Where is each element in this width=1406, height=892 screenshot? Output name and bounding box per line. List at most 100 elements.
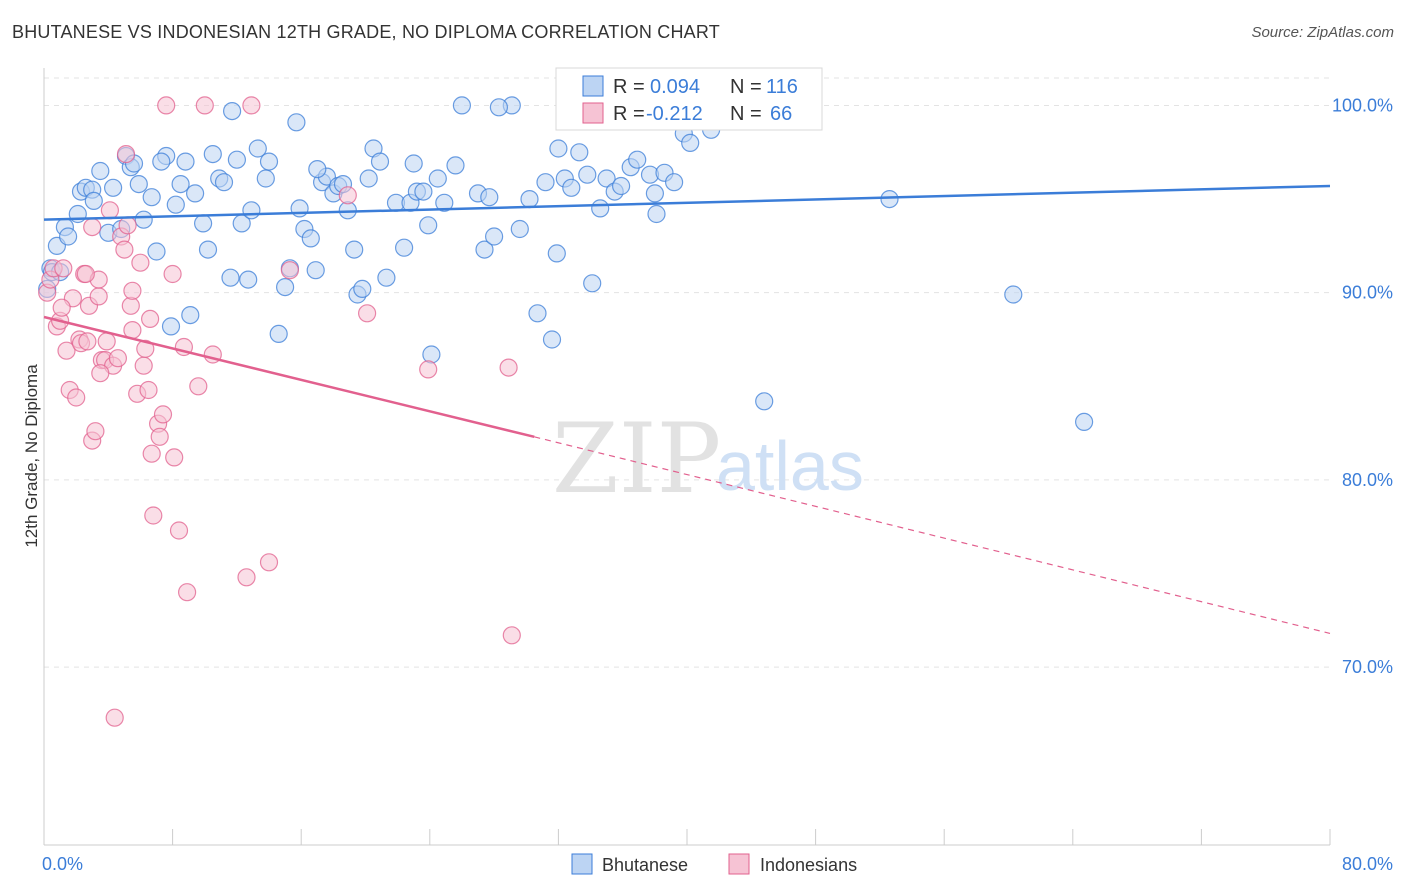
data-point bbox=[163, 264, 182, 284]
legend-n-value-bhutanese: 116 bbox=[766, 76, 798, 98]
legend-n-value-indonesians: 66 bbox=[770, 103, 792, 125]
data-point bbox=[108, 349, 128, 368]
data-point bbox=[134, 356, 153, 375]
data-point bbox=[221, 268, 240, 287]
legend-swatch-bhutanese bbox=[582, 75, 604, 97]
chart-title: BHUTANESE VS INDONESIAN 12TH GRADE, NO D… bbox=[12, 22, 720, 42]
data-point bbox=[591, 199, 610, 218]
data-point bbox=[520, 190, 539, 209]
data-point bbox=[489, 98, 508, 117]
series-indonesians bbox=[38, 96, 521, 727]
data-point bbox=[276, 278, 295, 297]
y-tick-label: 80.0% bbox=[1342, 470, 1393, 490]
data-point bbox=[89, 287, 108, 306]
data-point bbox=[121, 296, 140, 315]
data-point bbox=[142, 444, 161, 463]
data-point bbox=[645, 184, 665, 203]
data-point bbox=[237, 568, 256, 587]
x-tick-label-max: 80.0% bbox=[1342, 854, 1393, 874]
data-point bbox=[129, 175, 148, 194]
data-point bbox=[536, 173, 555, 192]
data-point bbox=[116, 145, 136, 164]
trend-line-indonesians bbox=[43, 315, 535, 439]
data-point bbox=[435, 193, 454, 212]
data-point bbox=[1004, 285, 1023, 304]
x-tick-label-min: 0.0% bbox=[42, 854, 83, 874]
data-point bbox=[428, 169, 447, 188]
data-point bbox=[105, 708, 124, 727]
y-tick-label: 100.0% bbox=[1332, 95, 1393, 115]
data-point bbox=[195, 96, 214, 115]
legend-r-label-bhutanese: R = bbox=[613, 76, 645, 98]
watermark: ZIP atlas bbox=[552, 403, 864, 515]
data-point bbox=[83, 218, 102, 237]
data-point bbox=[422, 345, 441, 364]
data-point bbox=[178, 583, 197, 602]
data-point bbox=[377, 268, 396, 287]
data-point bbox=[549, 139, 568, 158]
data-point bbox=[58, 227, 78, 246]
data-point bbox=[256, 169, 275, 188]
data-point bbox=[248, 139, 267, 158]
data-point bbox=[259, 553, 279, 572]
trend-line-indonesians-extension bbox=[534, 436, 1331, 635]
data-point bbox=[223, 101, 242, 121]
data-point bbox=[198, 240, 218, 259]
data-point bbox=[287, 113, 306, 132]
data-point bbox=[301, 229, 320, 248]
data-point bbox=[664, 173, 684, 192]
data-point bbox=[147, 242, 166, 261]
trend-line-bhutanese bbox=[43, 184, 1331, 221]
bottom-legend-swatch-indonesians bbox=[728, 853, 750, 875]
data-point bbox=[227, 150, 246, 169]
data-point bbox=[161, 317, 181, 336]
x-ticks bbox=[43, 829, 1331, 845]
data-point bbox=[176, 152, 195, 171]
data-point bbox=[78, 332, 97, 351]
data-point bbox=[157, 96, 176, 115]
data-point bbox=[115, 240, 134, 259]
data-point bbox=[84, 191, 103, 210]
stats-legend: R = 0.094 N = 116 R = -0.212 N = 66 bbox=[555, 67, 823, 131]
data-point bbox=[118, 216, 137, 235]
data-point bbox=[528, 304, 547, 323]
data-point bbox=[547, 244, 566, 263]
data-point bbox=[370, 152, 390, 171]
data-point bbox=[353, 279, 372, 298]
y-tick-labels: 70.0% 80.0% 90.0% 100.0% bbox=[1332, 95, 1393, 677]
data-point bbox=[475, 240, 494, 259]
data-point bbox=[57, 341, 76, 360]
data-point bbox=[499, 358, 518, 377]
data-point bbox=[103, 178, 123, 197]
data-point bbox=[166, 195, 185, 214]
data-point bbox=[570, 143, 589, 162]
y-axis-title: 12th Grade, No Diploma bbox=[22, 364, 41, 548]
data-point bbox=[150, 427, 169, 446]
data-point bbox=[485, 227, 504, 246]
data-point bbox=[144, 506, 163, 525]
data-point bbox=[203, 145, 222, 164]
data-point bbox=[169, 521, 189, 540]
data-point bbox=[142, 188, 161, 207]
data-point bbox=[480, 188, 499, 207]
data-point bbox=[141, 309, 160, 328]
data-point bbox=[308, 160, 327, 179]
data-point bbox=[562, 178, 581, 197]
data-point bbox=[611, 176, 631, 196]
data-point bbox=[583, 274, 602, 293]
data-point bbox=[414, 182, 433, 201]
data-point bbox=[86, 422, 105, 441]
watermark-zip: ZIP bbox=[552, 403, 721, 515]
data-point bbox=[123, 281, 142, 300]
y-tick-label: 70.0% bbox=[1342, 657, 1393, 677]
data-point bbox=[338, 186, 357, 205]
data-point bbox=[280, 261, 299, 280]
legend-r-value-bhutanese: 0.094 bbox=[650, 76, 700, 98]
data-point bbox=[259, 152, 279, 171]
data-point bbox=[239, 270, 258, 289]
data-point bbox=[647, 204, 666, 224]
data-point bbox=[171, 175, 190, 194]
data-point bbox=[134, 210, 153, 229]
legend-swatch-indonesians bbox=[582, 102, 604, 124]
